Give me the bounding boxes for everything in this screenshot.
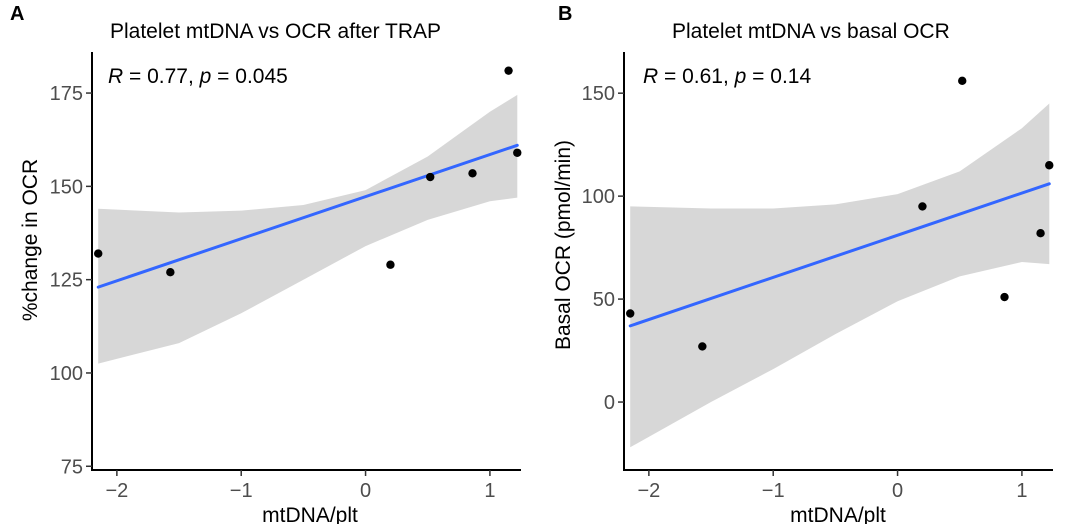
regression-line-a [96,143,519,289]
data-point-b-1 [626,309,635,318]
stat-p-symbol-a: p [199,65,212,88]
y-tick-label-b-2: 50 [593,289,615,311]
stat-p-value-a: = 0.045 [211,65,287,88]
stat-r-symbol-a: R [108,65,123,88]
stat-r-value-b: = 0.61, [658,65,734,88]
regression-line-b [628,182,1051,328]
chart-title-b: Platelet mtDNA vs basal OCR [672,20,950,43]
data-point-a-3 [386,260,395,269]
y-tick-label-a-3: 125 [50,270,83,292]
stat-r-value-a: = 0.77, [123,65,199,88]
x-tick-label-b-3: 0 [892,480,903,502]
data-point-b-5 [1000,292,1009,302]
y-tick-label-a-2: 100 [50,363,83,385]
data-point-a-2 [166,267,175,277]
confidence-band-a [98,94,518,364]
stat-p-value-b: = 0.14 [746,65,811,88]
panel-b: B Platelet mtDNA vs basal OCR −2 −1 0 1 0 50 1… [552,3,1054,524]
data-point-b-4 [958,76,967,86]
y-tick-label-a-5: 175 [50,83,83,105]
stats-annotation-a: R = 0.77, p = 0.045 [108,65,288,88]
y-tick-label-b-3: 100 [582,186,615,208]
data-point-b-6 [1036,229,1045,238]
data-point-a-1 [94,249,103,258]
data-point-a-4 [426,172,435,182]
plot-area-b: −2 −1 0 1 0 50 100 150 [582,52,1054,502]
confidence-band-b [630,103,1050,448]
stats-annotation-b: R = 0.61, p = 0.14 [643,65,811,88]
x-axis-label-b: mtDNA/plt [790,504,886,524]
data-point-b-2 [698,342,707,351]
x-tick-label-b-1: −2 [637,480,660,502]
y-axis-label-b: Basal OCR (pmol/min) [552,140,575,350]
y-axis-label-a: %change in OCR [19,159,42,321]
panel-letter-a: A [10,3,24,25]
data-point-a-6 [504,66,513,75]
x-tick-label-b-4: 1 [1016,480,1027,502]
y-tick-label-a-4: 150 [50,176,83,198]
y-tick-label-b-1: 0 [604,392,615,414]
y-tick-label-a-1: 75 [61,456,83,478]
x-axis-label-a: mtDNA/plt [262,504,358,524]
stat-p-symbol-b: p [734,65,747,88]
x-tick-label-a-1: −2 [105,480,128,502]
x-tick-label-b-2: −1 [762,480,785,502]
x-tick-label-a-3: 0 [360,480,371,502]
data-point-b-3 [918,202,927,211]
chart-title-a: Platelet mtDNA vs OCR after TRAP [110,20,441,43]
panel-a: A Platelet mtDNA vs OCR after TRAP −2 −1 0… [10,3,522,524]
y-tick-label-b-4: 150 [582,83,615,105]
data-point-a-7 [513,148,522,157]
stat-r-symbol-b: R [643,65,658,88]
data-point-a-5 [468,169,477,178]
x-tick-label-a-2: −1 [230,480,253,502]
x-tick-label-a-4: 1 [484,480,495,502]
panel-letter-b: B [558,3,572,25]
data-point-b-7 [1045,161,1054,170]
